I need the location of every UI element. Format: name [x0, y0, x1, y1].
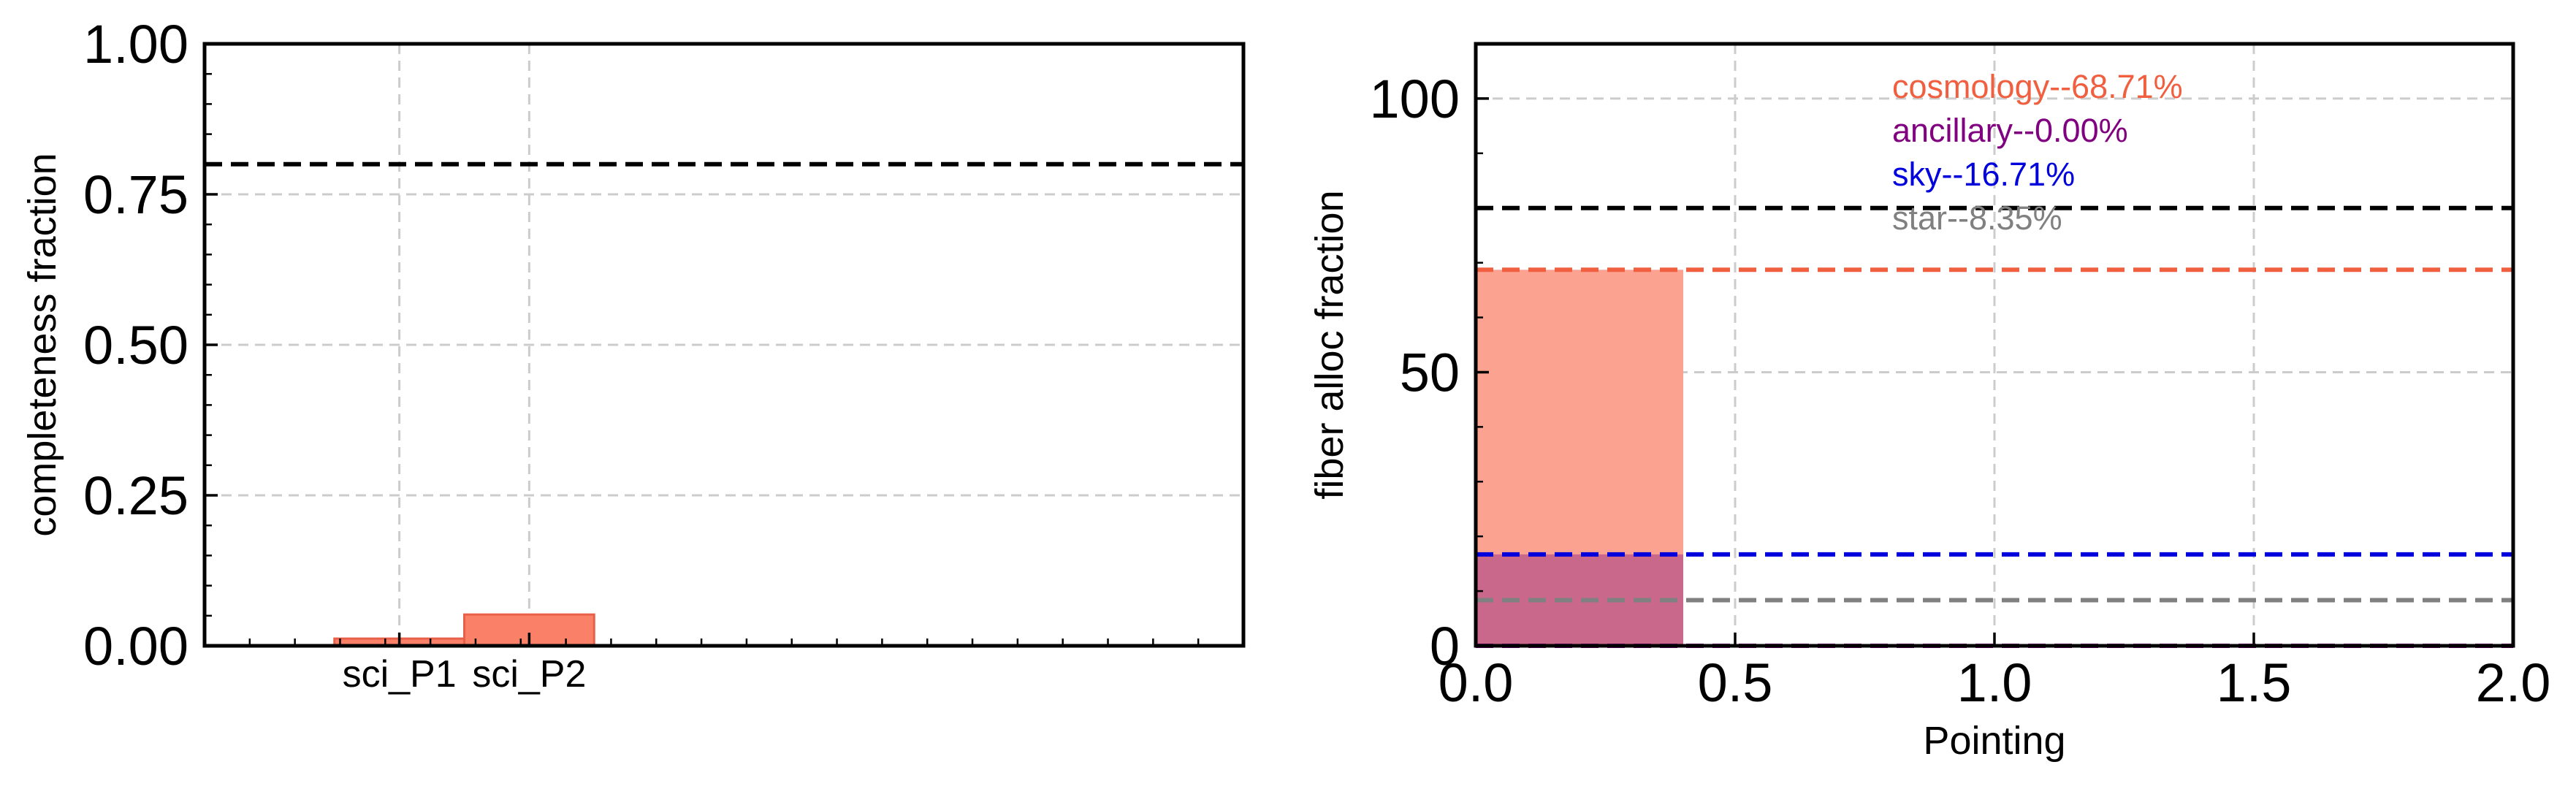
fiber-alloc-x-axis-label: Pointing — [1923, 719, 2065, 763]
x-tick-label: 1.5 — [2217, 652, 2292, 713]
fiber-alloc-bars — [1476, 270, 1683, 646]
completeness-category-labels: sci_P1 sci_P2 — [343, 653, 587, 695]
y-tick-label: 0 — [1430, 616, 1460, 676]
y-tick-label: 1.00 — [83, 14, 188, 75]
fiber-alloc-x-tick-labels: 0.0 0.5 1.0 1.5 2.0 — [1438, 652, 2551, 713]
fiber-alloc-y-axis-label: fiber alloc fraction — [1308, 190, 1352, 499]
x-tick-label: 2.0 — [2476, 652, 2551, 713]
y-tick-label: 0.50 — [83, 315, 188, 376]
completeness-plot-frame — [202, 42, 1246, 648]
legend-entry-ancillary: ancillary--0.00% — [1892, 112, 2128, 149]
completeness-grid — [205, 44, 1243, 646]
legend-entry-sky: sky--16.71% — [1892, 156, 2075, 193]
fiber-alloc-legend: cosmology--68.71% ancillary--0.00% sky--16… — [1892, 68, 2183, 237]
fiber-alloc-y-tick-labels: 0 50 100 — [1370, 69, 1460, 676]
x-tick-label: 0.5 — [1698, 652, 1773, 713]
y-tick-label: 50 — [1400, 342, 1460, 403]
completeness-y-tick-labels: 0.00 0.25 0.50 0.75 1.00 — [83, 14, 188, 676]
legend-entry-cosmology: cosmology--68.71% — [1892, 68, 2183, 105]
x-tick-label: 1.0 — [1957, 652, 2032, 713]
y-tick-label: 0.25 — [83, 465, 188, 526]
x-tick-label: 0.0 — [1438, 652, 1514, 713]
category-label: sci_P2 — [472, 653, 586, 695]
fiber-alloc-panel: 0 50 100 0.0 0.5 1.0 1.5 2.0 cosmology--68.71%… — [1308, 42, 2551, 763]
completeness-y-axis-label: completeness fraction — [20, 153, 64, 536]
category-label: sci_P1 — [343, 653, 457, 695]
fiber-alloc-plot-frame — [1474, 42, 2515, 648]
completeness-panel: 0.00 0.25 0.50 0.75 1.00 sci_P1 sci_P2 comple… — [20, 14, 1246, 695]
y-tick-label: 0.00 — [83, 616, 188, 676]
y-tick-label: 0.75 — [83, 164, 188, 225]
y-tick-label: 100 — [1370, 69, 1460, 129]
legend-entry-star: star--8.35% — [1892, 199, 2062, 237]
